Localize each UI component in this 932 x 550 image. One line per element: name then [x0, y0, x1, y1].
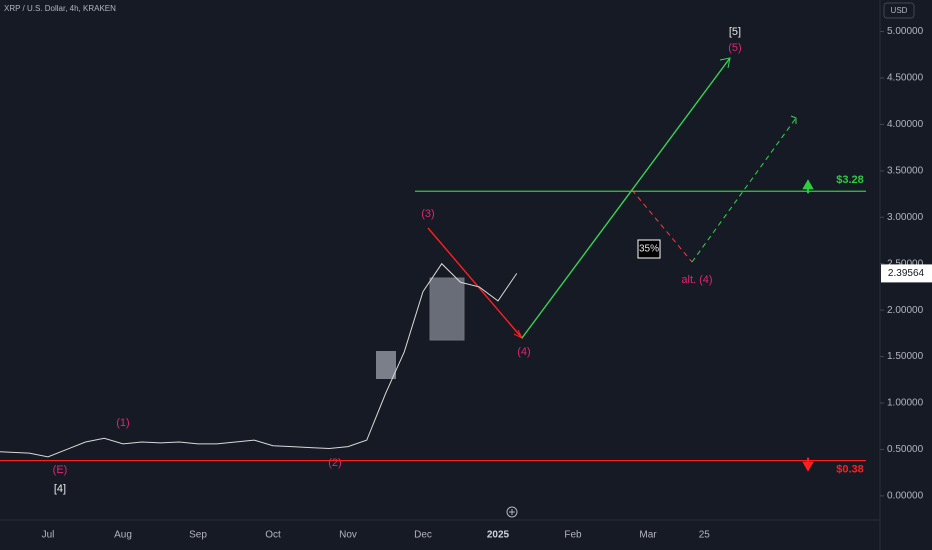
price-line	[0, 262, 518, 458]
alt-wave-line	[631, 189, 693, 263]
y-tick-label: 2.50000	[887, 258, 924, 269]
arrow-head	[790, 115, 797, 124]
x-tick-label: Dec	[414, 530, 432, 541]
x-tick-label: Jul	[42, 530, 55, 541]
percent-box	[637, 239, 661, 259]
x-tick-label: 25	[699, 530, 711, 541]
alt-wave-line	[691, 117, 797, 263]
wave-line	[521, 57, 731, 339]
wave-label: (1)	[116, 417, 129, 429]
wave-label: [4]	[54, 483, 66, 495]
wave-label: (3)	[421, 208, 434, 220]
x-tick-label: Sep	[189, 530, 207, 541]
wave-label: (2)	[328, 457, 341, 469]
currency-box[interactable]	[883, 2, 915, 19]
wave-label: (4)	[517, 346, 530, 358]
y-tick-label: 3.50000	[887, 165, 924, 176]
y-tick-label: 5.00000	[887, 26, 924, 37]
y-tick-label: 1.50000	[887, 351, 924, 362]
x-tick-label: Mar	[639, 530, 657, 541]
x-tick-label: Nov	[339, 530, 357, 541]
level-arrow	[802, 179, 814, 194]
x-tick-label: Oct	[265, 530, 281, 541]
wave-label: alt. (4)	[681, 274, 712, 286]
range-box	[429, 277, 465, 341]
wave-line	[427, 227, 523, 339]
y-tick-label: 4.00000	[887, 119, 924, 130]
wave-label: (5)	[728, 42, 741, 54]
range-box	[376, 351, 396, 379]
wave-label: [5]	[729, 26, 741, 38]
y-tick-label: 0.50000	[887, 444, 924, 455]
y-tick-label: 3.00000	[887, 212, 924, 223]
level-arrow	[802, 457, 814, 472]
percent-label: 35%	[639, 244, 659, 255]
level-label: $0.38	[836, 463, 864, 475]
y-tick-label: 4.50000	[887, 73, 924, 84]
wave-label: (E)	[53, 464, 68, 476]
last-price-label: 2.39564	[888, 268, 925, 279]
y-tick-label: 0.00000	[887, 490, 924, 501]
y-tick-label: 1.00000	[887, 398, 924, 409]
chart-title: XRP / U.S. Dollar, 4h, KRAKEN	[4, 4, 116, 13]
arrow-head	[719, 57, 731, 69]
level-label: $3.28	[836, 174, 864, 186]
y-tick-label: 2.00000	[887, 305, 924, 316]
last-price-box	[881, 264, 932, 283]
x-tick-label: 2025	[487, 530, 510, 541]
add-icon	[509, 509, 515, 515]
x-tick-label: Feb	[564, 530, 582, 541]
x-tick-label: Aug	[114, 530, 132, 541]
currency[interactable]: USD	[891, 6, 908, 15]
add-button[interactable]	[506, 506, 518, 518]
